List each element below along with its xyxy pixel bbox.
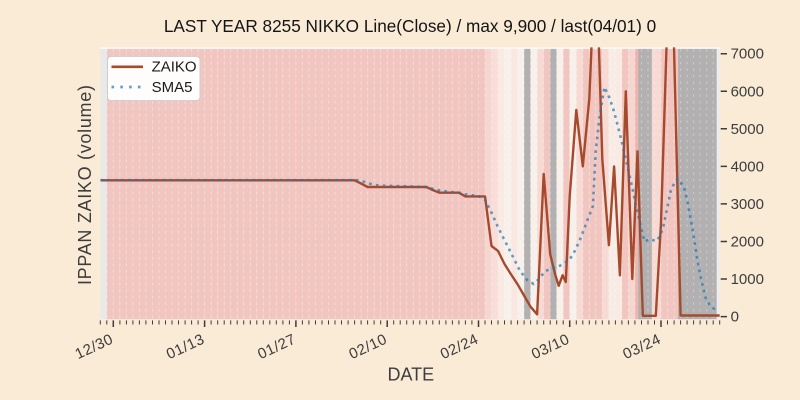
svg-text:5000: 5000 xyxy=(731,121,764,138)
svg-text:3000: 3000 xyxy=(731,196,764,213)
svg-text:ZAIKO: ZAIKO xyxy=(152,59,197,76)
svg-text:0: 0 xyxy=(731,309,739,326)
svg-text:DATE: DATE xyxy=(387,365,434,385)
svg-text:6000: 6000 xyxy=(731,83,764,100)
svg-text:2000: 2000 xyxy=(731,234,764,251)
svg-text:1000: 1000 xyxy=(731,271,764,288)
svg-text:IPPAN ZAIKO (volume): IPPAN ZAIKO (volume) xyxy=(75,84,95,285)
svg-text:7000: 7000 xyxy=(731,46,764,63)
svg-text:SMA5: SMA5 xyxy=(152,79,193,96)
svg-text:4000: 4000 xyxy=(731,158,764,175)
svg-text:LAST YEAR 8255 NIKKO Line(Clos: LAST YEAR 8255 NIKKO Line(Close) / max 9… xyxy=(164,16,656,36)
